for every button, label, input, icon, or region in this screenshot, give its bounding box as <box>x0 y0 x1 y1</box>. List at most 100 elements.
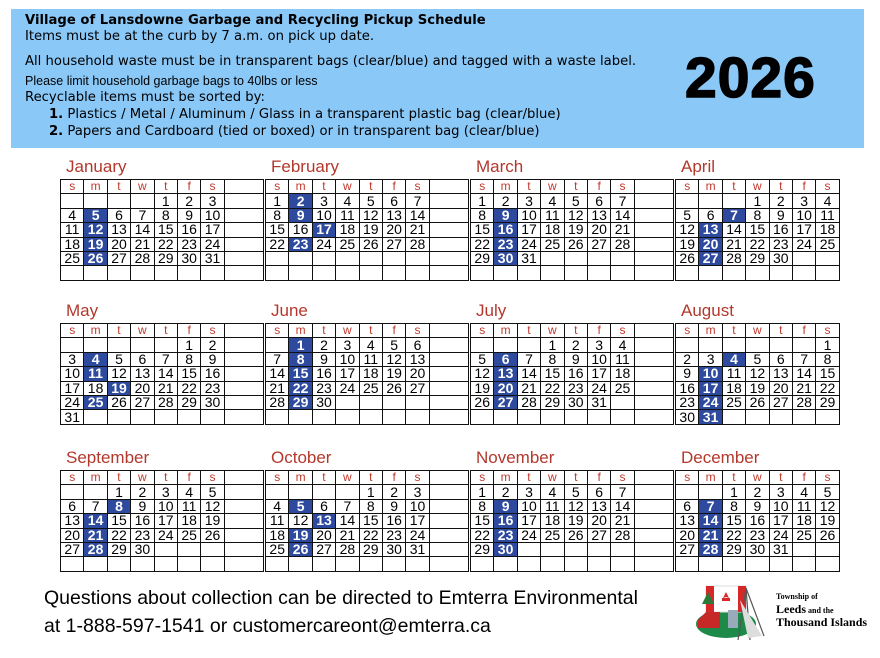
day-cell: 19 <box>563 222 588 238</box>
pickup-day: 14 <box>698 513 723 529</box>
spacer-cell <box>223 366 264 382</box>
pickup-day: 26 <box>288 541 313 558</box>
month-calendar-january: s m t w t f s 1 2 3 4 5 6 7 8 9 10 11 12 13 14 15 16 17 18 19 20 21… <box>59 178 264 281</box>
day-cell: 25 <box>540 527 565 543</box>
empty-cell <box>381 265 407 281</box>
day-cell: 19 <box>563 513 588 529</box>
weekday-header: m <box>288 322 313 339</box>
month-calendar-october: s m t w t f s 1 2 3 4 5 6 7 8 9 10 11 12 13 14 15 16 17 18 19 20 21… <box>264 469 469 572</box>
logo-text-1: Township of <box>776 592 818 601</box>
day-cell: 10 <box>200 207 225 224</box>
empty-cell <box>745 409 770 425</box>
empty-cell <box>200 265 225 281</box>
week-row: 23 24 25 26 27 28 29 <box>674 394 840 411</box>
empty-cell <box>405 409 430 425</box>
weekday-header: m <box>698 178 723 195</box>
weekday-header: t <box>516 322 542 339</box>
day-cell: 28 <box>610 236 635 252</box>
week-row <box>469 409 674 425</box>
month-name: November <box>476 448 555 467</box>
day-cell: 5 <box>200 484 225 500</box>
spacer-cell <box>633 250 674 267</box>
day-cell: 12 <box>674 222 700 238</box>
day-cell: 16 <box>176 222 202 238</box>
weekday-header: s <box>469 469 495 486</box>
day-cell: 25 <box>176 527 202 543</box>
weekday-header: w <box>130 178 155 195</box>
empty-cell <box>516 409 542 425</box>
empty-cell <box>405 265 430 281</box>
spacer-cell <box>633 527 674 543</box>
day-cell: 30 <box>563 394 588 411</box>
day-cell: 24 <box>311 236 337 252</box>
empty-cell <box>745 556 770 572</box>
day-cell: 15 <box>264 222 290 238</box>
weekday-header: t <box>106 178 132 195</box>
spacer-cell <box>428 409 469 425</box>
spacer-cell <box>223 498 264 515</box>
month-name: December <box>681 448 760 467</box>
item-number: 1. <box>49 107 64 122</box>
spacer-cell <box>633 351 674 368</box>
weekday-header: f <box>586 178 612 195</box>
pickup-day: 20 <box>493 380 518 396</box>
spacer-cell <box>633 366 674 382</box>
day-cell: 20 <box>405 366 430 382</box>
day-cell: 12 <box>745 366 770 382</box>
empty-cell <box>698 556 723 572</box>
empty-cell <box>358 250 383 267</box>
empty-cell <box>130 265 155 281</box>
empty-cell <box>815 409 840 425</box>
week-row: 9 10 11 12 13 14 15 <box>674 366 840 382</box>
spacer-cell <box>428 265 469 281</box>
day-cell: 13 <box>130 366 155 382</box>
month-name: July <box>476 301 507 320</box>
empty-cell <box>469 556 495 572</box>
day-cell: 17 <box>200 222 225 238</box>
weekday-header: f <box>381 469 407 486</box>
spacer-cell <box>428 193 469 209</box>
week-row: 22 23 24 25 26 27 28 <box>469 236 674 252</box>
spacer-cell <box>428 541 469 558</box>
spacer-cell <box>633 207 674 224</box>
day-cell: 20 <box>381 222 407 238</box>
bags-note: All household waste must be in transpare… <box>25 54 637 69</box>
day-cell: 16 <box>745 513 770 529</box>
week-row <box>264 265 469 281</box>
day-cell: 28 <box>405 236 430 252</box>
weekday-header: m <box>288 178 313 195</box>
day-cell: 29 <box>540 394 565 411</box>
day-cell: 24 <box>200 236 225 252</box>
empty-cell <box>610 394 635 411</box>
spacer-cell <box>223 222 264 238</box>
empty-cell <box>540 541 565 558</box>
month-name: January <box>66 157 127 176</box>
day-cell: 12 <box>106 366 132 382</box>
day-cell: 18 <box>335 222 360 238</box>
day-cell: 28 <box>516 394 542 411</box>
day-cell: 21 <box>610 513 635 529</box>
day-cell: 11 <box>59 222 85 238</box>
pickup-day: 16 <box>493 513 518 529</box>
spacer-cell <box>633 498 674 515</box>
month-name: February <box>271 157 340 176</box>
day-cell: 21 <box>153 380 178 396</box>
empty-cell <box>200 556 225 572</box>
day-cell: 6 <box>381 193 407 209</box>
day-cell: 15 <box>469 513 495 529</box>
week-row <box>674 265 840 281</box>
day-cell: 21 <box>405 222 430 238</box>
day-cell: 14 <box>130 222 155 238</box>
week-row <box>59 265 264 281</box>
spacer-cell <box>428 366 469 382</box>
day-cell: 9 <box>674 366 700 382</box>
empty-cell <box>469 409 495 425</box>
pickup-day: 4 <box>83 351 108 368</box>
empty-cell <box>540 265 565 281</box>
week-row: 1 <box>674 337 840 353</box>
empty-cell <box>768 556 793 572</box>
